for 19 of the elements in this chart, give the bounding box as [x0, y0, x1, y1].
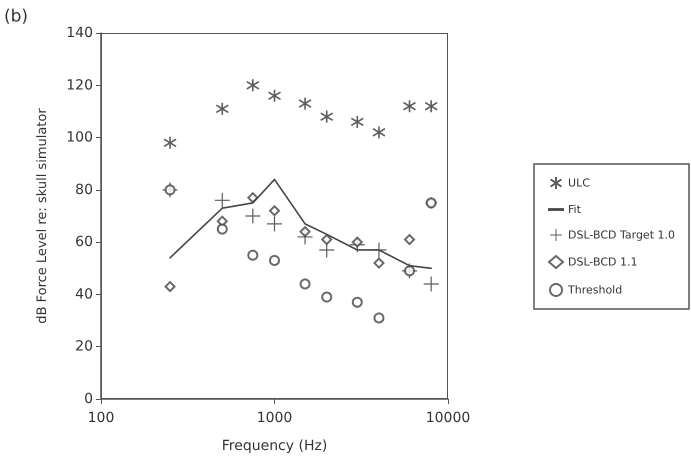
text: (b) — [4, 6, 28, 26]
x-tick-label: 100 — [88, 410, 114, 426]
legend-label: DSL-BCD 1.1 — [568, 256, 638, 268]
y-tick-label: 80 — [75, 182, 93, 198]
legend-label: Threshold — [567, 284, 622, 296]
legend-label: Fit — [568, 203, 582, 216]
x-tick-label: 10000 — [426, 410, 470, 426]
x-tick-label: 1000 — [256, 410, 292, 426]
y-tick-label: 20 — [75, 338, 93, 355]
y-tick-label: 0 — [84, 391, 93, 407]
legend-label: ULC — [568, 176, 590, 190]
y-tick-label: 120 — [66, 77, 93, 94]
y-tick-label: 140 — [66, 25, 93, 41]
y-tick-label: 40 — [75, 286, 93, 302]
x-axis-title: Frequency (Hz) — [222, 438, 328, 454]
y-tick-label: 60 — [75, 234, 93, 250]
y-tick-label: 100 — [66, 130, 93, 146]
legend-label: DSL-BCD Target 1.0 — [568, 228, 676, 242]
y-axis-title: dB Force Level re: skull simulator — [35, 108, 50, 324]
